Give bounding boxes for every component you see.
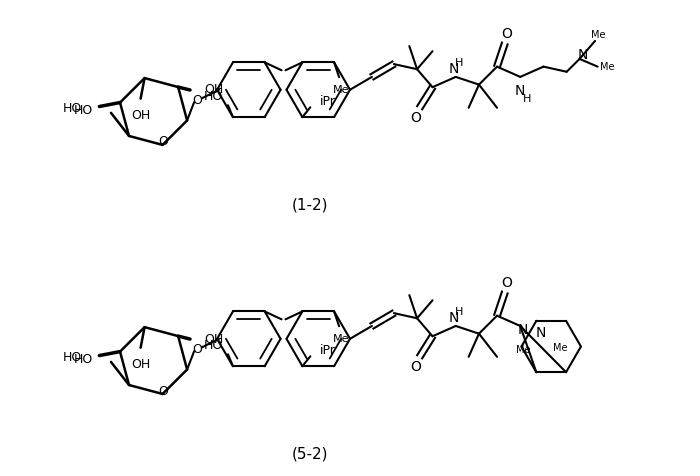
Text: Me: Me <box>601 61 615 71</box>
Text: H: H <box>454 307 463 317</box>
Text: HO: HO <box>204 339 223 352</box>
Text: O: O <box>159 385 169 397</box>
Text: O: O <box>410 110 421 125</box>
Text: HO: HO <box>74 104 93 118</box>
Text: O: O <box>501 27 512 40</box>
Text: Me: Me <box>516 346 531 356</box>
Text: Me: Me <box>332 85 349 95</box>
Text: (5-2): (5-2) <box>292 447 328 462</box>
Text: HO: HO <box>204 90 223 103</box>
Text: O: O <box>501 276 512 290</box>
Text: N: N <box>449 62 459 76</box>
Text: O: O <box>159 136 169 149</box>
Text: HO: HO <box>74 353 93 367</box>
Text: N: N <box>515 84 526 98</box>
Text: Me: Me <box>553 343 567 353</box>
Text: H: H <box>454 58 463 68</box>
Text: N: N <box>536 326 547 340</box>
Text: OH: OH <box>131 357 150 371</box>
Text: N: N <box>518 323 528 337</box>
Text: HO: HO <box>62 351 81 364</box>
Text: OH: OH <box>204 333 223 346</box>
Text: O: O <box>410 360 421 374</box>
Text: (1-2): (1-2) <box>292 198 328 213</box>
Text: N: N <box>578 48 588 62</box>
Text: OH: OH <box>204 83 223 97</box>
Text: iPr: iPr <box>320 344 336 357</box>
Text: N: N <box>449 311 459 325</box>
Text: iPr: iPr <box>320 95 336 108</box>
Text: O: O <box>193 343 202 356</box>
Text: Me: Me <box>332 334 349 344</box>
Text: O: O <box>193 94 202 107</box>
Text: HO: HO <box>62 102 81 115</box>
Text: Me: Me <box>591 30 606 40</box>
Text: H: H <box>523 94 531 104</box>
Text: OH: OH <box>131 109 150 121</box>
